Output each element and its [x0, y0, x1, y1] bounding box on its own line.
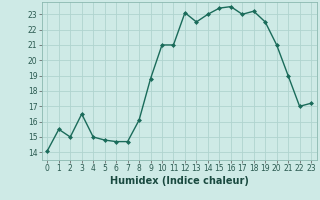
- X-axis label: Humidex (Indice chaleur): Humidex (Indice chaleur): [110, 176, 249, 186]
